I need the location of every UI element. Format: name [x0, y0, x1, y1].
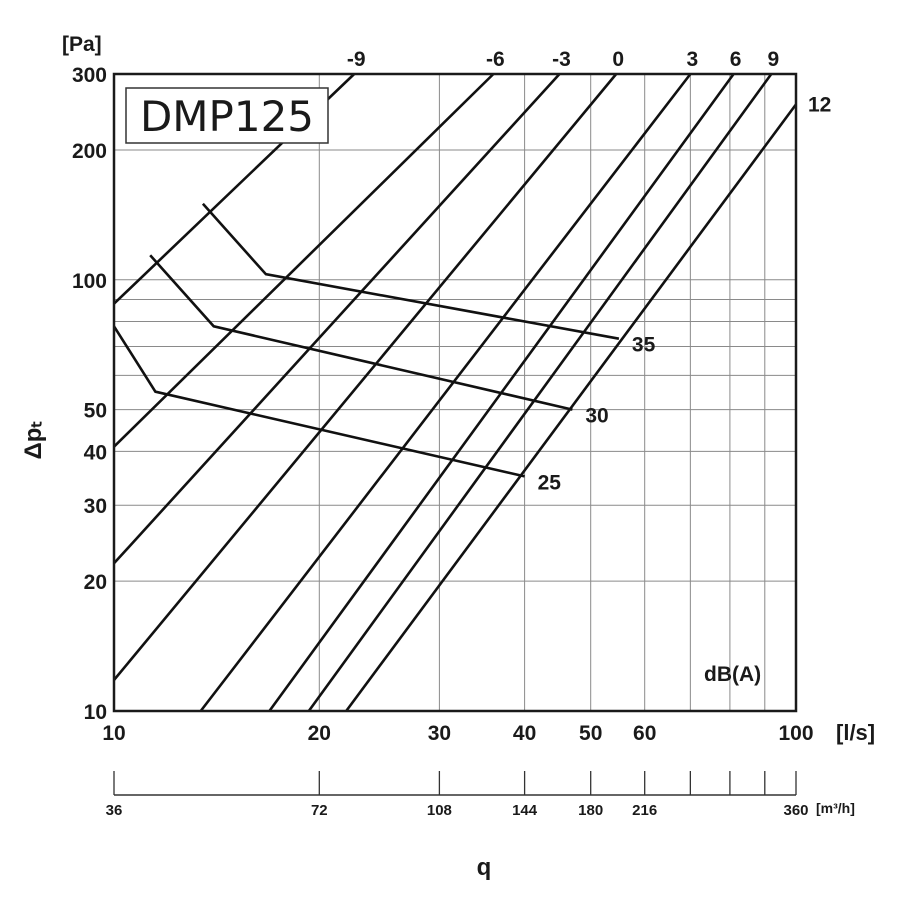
damper-position-label: 12	[808, 93, 831, 116]
damper-position-label: -3	[552, 48, 571, 71]
plot-frame	[112, 72, 798, 713]
damper-position-label: 6	[730, 48, 742, 71]
sound-level-line	[112, 325, 525, 478]
x-tick-label: 20	[308, 722, 331, 745]
y-tick-label: 300	[72, 64, 107, 87]
sound-level-line	[201, 202, 620, 340]
damper-position-label: 9	[767, 48, 779, 71]
x2-tick-label: 144	[512, 802, 538, 819]
x-tick-label: 50	[579, 722, 602, 745]
x2-tick-label: 36	[106, 802, 123, 819]
damper-position-line	[307, 73, 773, 712]
x2-tick-label: 72	[311, 802, 328, 819]
x2-axis-unit: [m³/h]	[816, 800, 855, 816]
y-tick-label: 50	[84, 400, 107, 423]
chart-title: DMP125	[140, 92, 314, 141]
series-lines	[112, 73, 798, 712]
y-tick-label: 200	[72, 140, 107, 163]
sound-level-label: 25	[538, 471, 562, 494]
damper-position-label: 3	[687, 48, 699, 71]
y-axis-unit: [Pa]	[62, 33, 102, 56]
db-unit-label: dB(A)	[704, 663, 761, 686]
x-tick-label: 60	[633, 722, 656, 745]
damper-position-label: 0	[612, 48, 624, 71]
damper-position-line	[345, 103, 798, 712]
x2-tick-label: 180	[578, 802, 603, 819]
y-tick-label: 40	[84, 441, 107, 464]
x-axis-unit: [l/s]	[836, 720, 875, 745]
sound-level-label: 35	[632, 334, 656, 357]
x2-tick-label: 216	[632, 802, 657, 819]
chart-title-box: DMP125	[125, 87, 329, 144]
x2-axis: 36 72 108 144 180 216 360	[106, 771, 809, 819]
x-tick-label: 10	[102, 722, 125, 745]
x2-tick-label: 360	[783, 802, 808, 819]
x-tick-label: 100	[778, 722, 813, 745]
damper-position-line	[112, 73, 618, 681]
damper-position-line	[113, 73, 495, 448]
x-axis-label: q	[477, 854, 492, 881]
grid	[113, 73, 797, 712]
y-tick-label: 30	[84, 495, 107, 518]
damper-position-line	[113, 73, 561, 565]
x-tick-label: 40	[513, 722, 536, 745]
y-tick-label: 10	[84, 701, 107, 724]
x2-tick-label: 108	[427, 802, 452, 819]
sound-level-line	[149, 254, 573, 411]
sound-level-label: 30	[585, 405, 608, 428]
y-tick-label: 20	[84, 571, 107, 594]
x-tick-label: 30	[428, 722, 451, 745]
damper-position-label: -9	[347, 48, 366, 71]
y-axis-label: Δpₜ	[20, 421, 47, 460]
damper-position-label: -6	[486, 48, 505, 71]
y-tick-label: 100	[72, 270, 107, 293]
damper-position-line	[199, 73, 692, 712]
